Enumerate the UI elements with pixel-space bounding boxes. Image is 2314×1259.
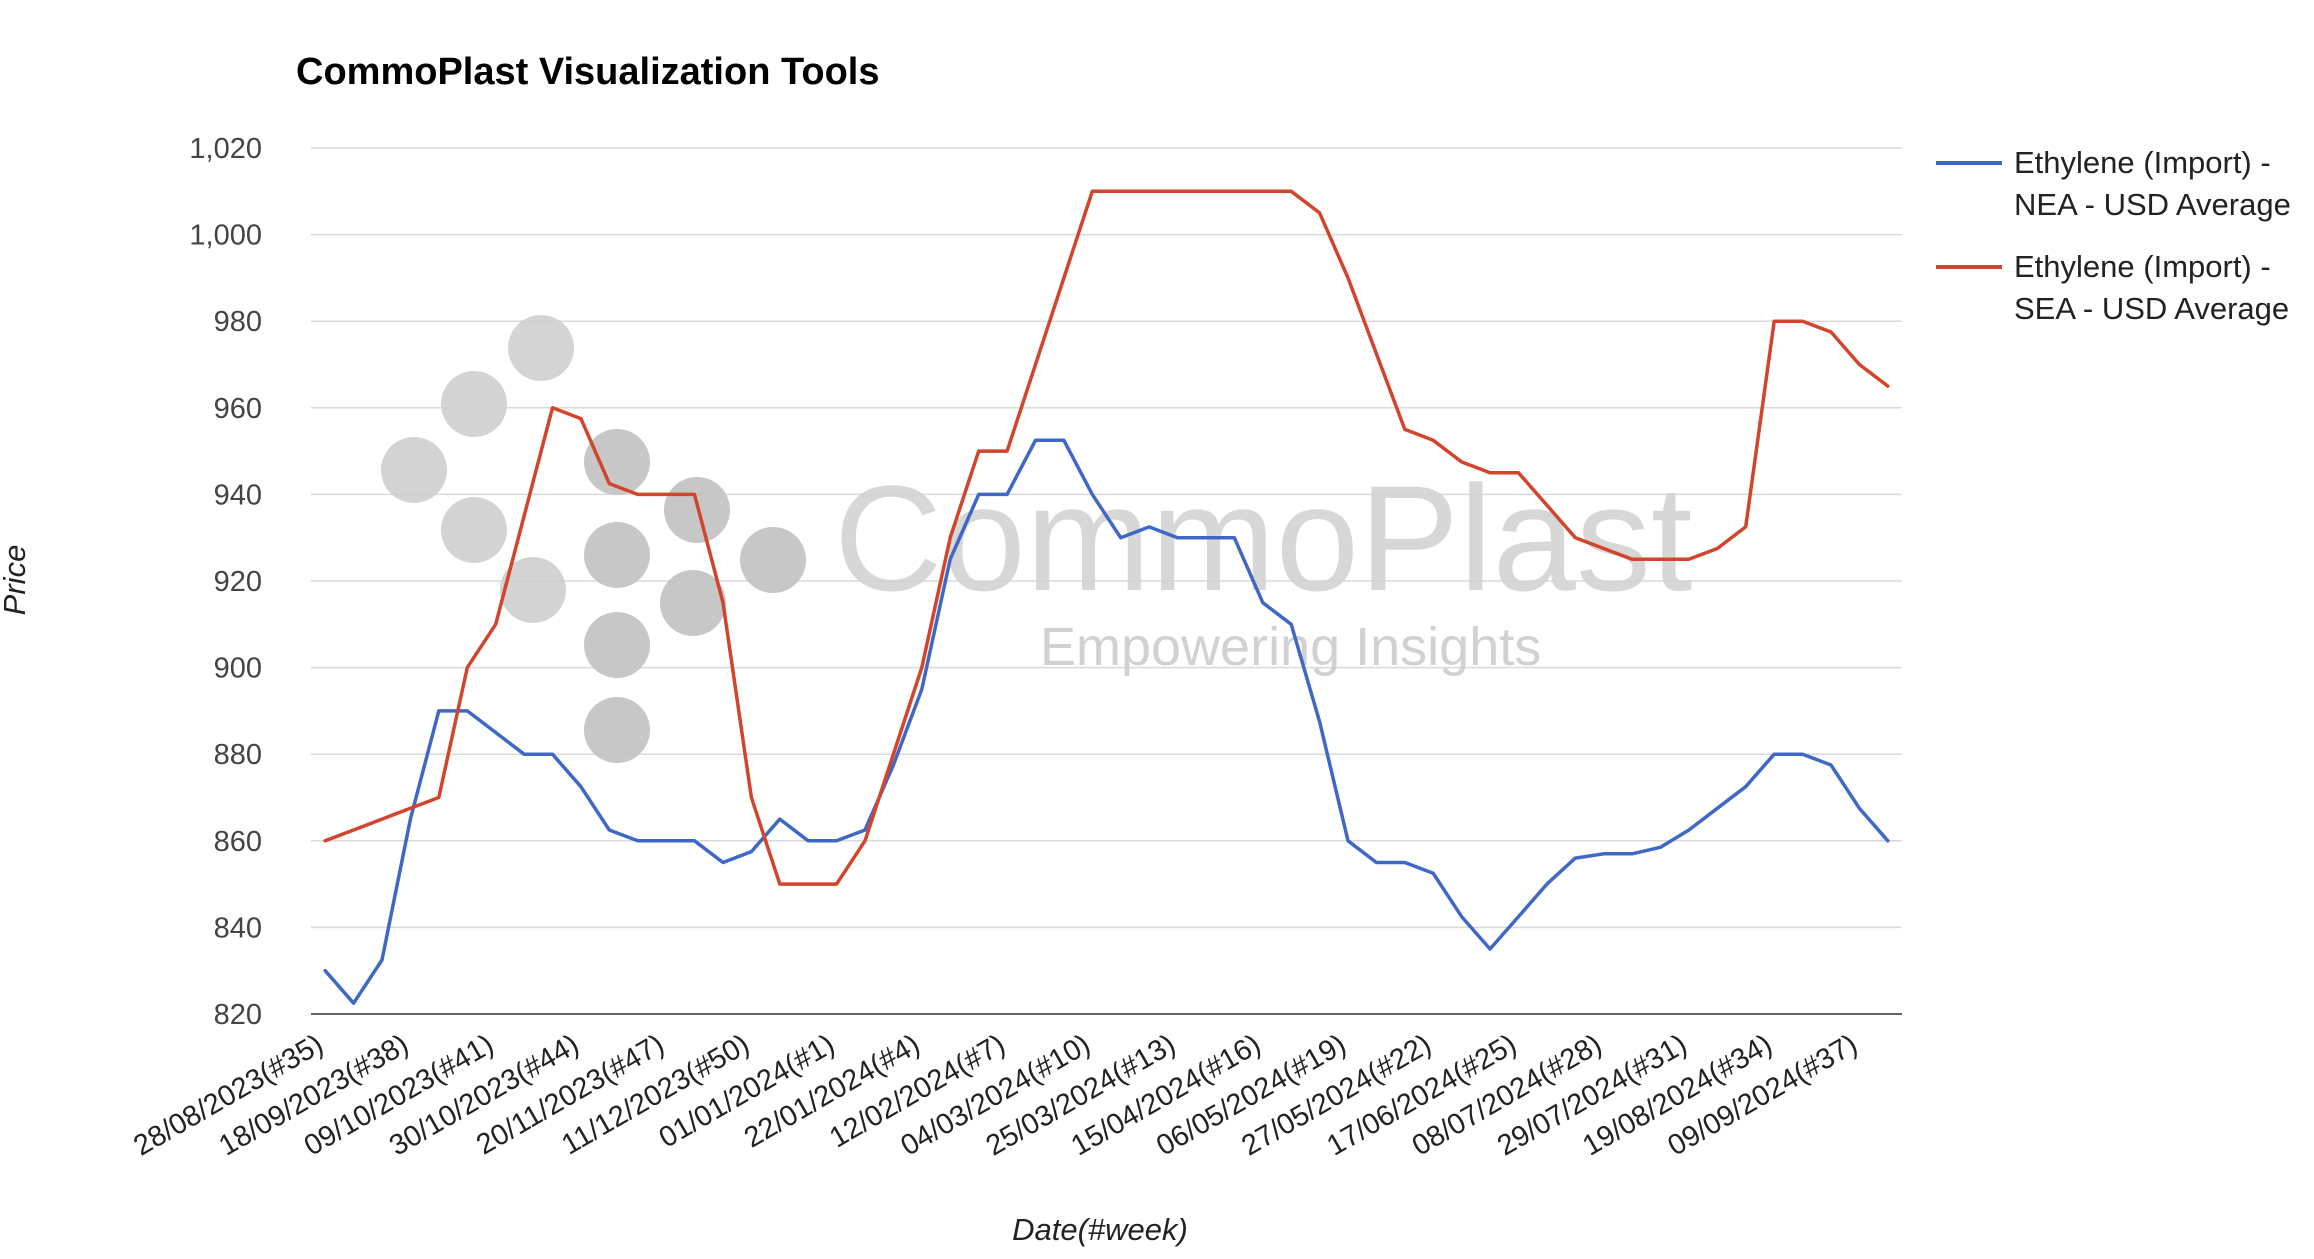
y-tick-label: 940	[214, 479, 262, 511]
y-tick-label: 880	[214, 739, 262, 771]
legend: Ethylene (Import) - NEA - USD Average Ethy…	[1936, 145, 2291, 326]
watermark-logo: CommoPlast Empowering Insights	[381, 315, 1693, 763]
x-axis: 28/08/2023(#35)18/09/2023(#38)09/10/2023…	[128, 1028, 1863, 1162]
legend-label: NEA - USD Average	[2014, 187, 2291, 222]
y-tick-label: 1,020	[189, 133, 262, 165]
series-line-1	[323, 438, 1890, 1005]
chart-title: CommoPlast Visualization Tools	[296, 51, 879, 93]
y-tick-label: 980	[214, 306, 262, 338]
x-axis-title: Date(#week)	[1012, 1212, 1188, 1247]
series-line-2	[323, 189, 1890, 886]
y-axis-title: Price	[0, 545, 32, 616]
y-tick-label: 1,000	[189, 220, 262, 252]
legend-label: SEA - USD Average	[2014, 291, 2289, 326]
y-tick-label: 820	[214, 999, 262, 1031]
legend-label: Ethylene (Import) -	[2014, 145, 2271, 180]
y-axis: 820 840 860 880 900 920 940 960 980 1,000 1,020	[189, 133, 262, 1031]
y-tick-label: 960	[214, 393, 262, 425]
grid	[311, 147, 1902, 1015]
series	[323, 189, 1890, 1005]
y-tick-label: 900	[214, 653, 262, 685]
legend-label: Ethylene (Import) -	[2014, 249, 2271, 284]
y-tick-label: 840	[214, 912, 262, 944]
watermark-dots-icon	[381, 315, 806, 763]
watermark-brand: CommoPlast	[834, 454, 1693, 622]
y-tick-label: 860	[214, 826, 262, 858]
y-tick-label: 920	[214, 566, 262, 598]
